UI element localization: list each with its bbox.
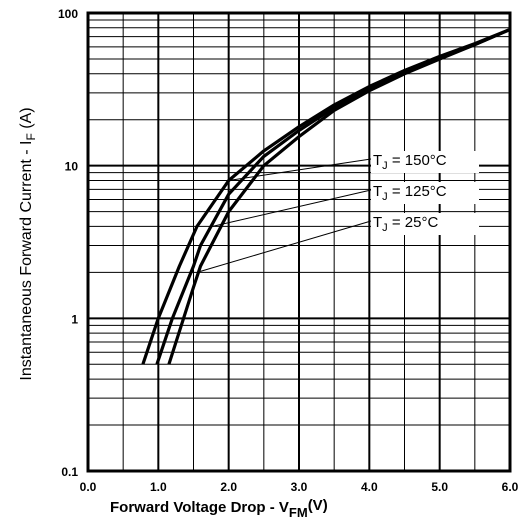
legend-symbol: T <box>373 152 382 169</box>
legend-temperature: = 25°C <box>388 214 439 231</box>
y-tick-label: 1 <box>71 312 78 326</box>
legend: TJ = 150°CTJ = 125°CTJ = 25°C <box>371 151 479 235</box>
tick-labels: 0.0 1.0 2.0 3.0 4.0 5.0 6.0 0.1 1 10 100 <box>58 7 519 494</box>
x-axis-label-unit: (V) <box>308 497 328 514</box>
legend-background <box>371 151 479 173</box>
x-axis-label-main: Forward Voltage Drop - V <box>110 499 289 516</box>
legend-label-1: TJ = 150°C <box>373 152 447 172</box>
legend-subscript: J <box>382 222 388 234</box>
x-tick-label: 0.0 <box>80 480 97 494</box>
legend-leader-line <box>212 189 372 227</box>
legend-subscript: J <box>382 160 388 172</box>
legend-leader-lines <box>196 158 372 273</box>
legend-background <box>371 182 479 204</box>
legend-background <box>371 213 479 235</box>
x-tick-label: 2.0 <box>220 480 237 494</box>
plot-frame <box>86 11 512 473</box>
y-axis-label-sub: F <box>24 133 38 140</box>
series-line-3 <box>167 28 511 365</box>
legend-symbol: T <box>373 183 382 200</box>
y-tick-label: 0.1 <box>61 465 78 479</box>
x-tick-label: 4.0 <box>361 480 378 494</box>
legend-leader-line <box>228 158 372 181</box>
legend-temperature: = 125°C <box>388 183 447 200</box>
y-tick-label: 10 <box>65 160 79 174</box>
x-axis-label-sub: FM <box>289 505 308 520</box>
x-tick-label: 6.0 <box>502 480 519 494</box>
x-tick-label: 5.0 <box>431 480 448 494</box>
legend-symbol: T <box>373 214 382 231</box>
x-tick-label: 1.0 <box>150 480 167 494</box>
y-tick-label: 100 <box>58 7 78 21</box>
legend-temperature: = 150°C <box>388 152 447 169</box>
legend-label-3: TJ = 25°C <box>373 214 438 234</box>
y-axis-label-main: Instantaneous Forward Current - I <box>18 141 35 381</box>
legend-leader-line <box>196 220 372 273</box>
curves <box>141 28 511 365</box>
y-axis-label: Instantaneous Forward Current - IF (A) <box>18 107 38 380</box>
x-axis-label: Forward Voltage Drop - VFM(V) <box>110 497 328 520</box>
legend-subscript: J <box>382 191 388 203</box>
y-axis-label-unit: (A) <box>18 107 35 133</box>
legend-label-2: TJ = 125°C <box>373 183 447 203</box>
x-tick-label: 3.0 <box>291 480 308 494</box>
